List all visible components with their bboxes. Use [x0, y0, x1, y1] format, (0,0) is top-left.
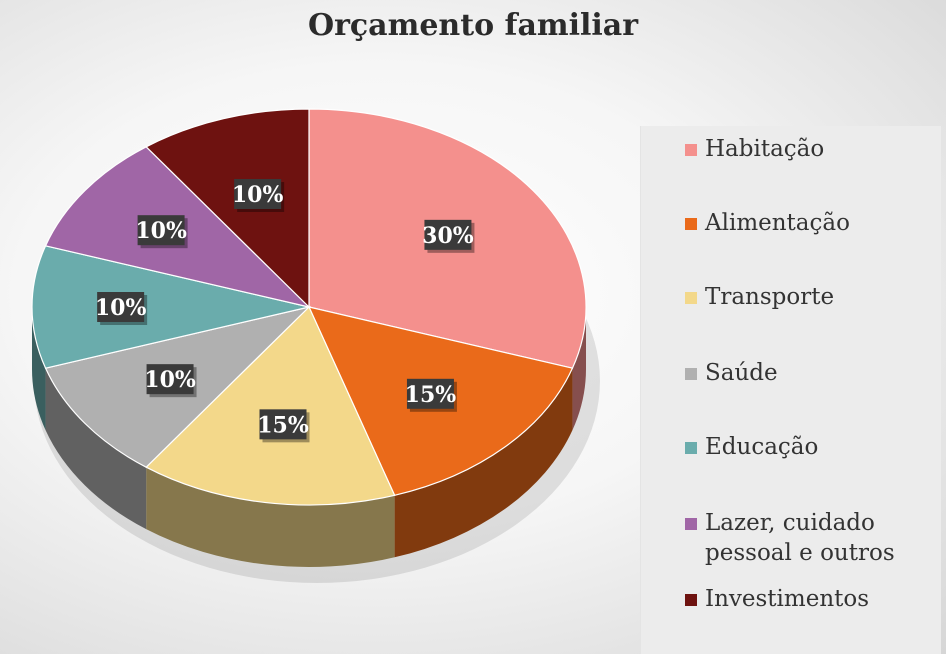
- legend-label: Lazer, cuidado pessoal e outros: [705, 510, 895, 566]
- legend-item-alimentacao: Alimentação: [685, 208, 935, 238]
- legend: Habitação Alimentação Transporte Saúde Educa…: [640, 126, 941, 654]
- data-label-habitacao: 30%: [422, 223, 474, 249]
- legend-swatch: [685, 442, 697, 454]
- legend-label: Habitação: [705, 136, 825, 162]
- legend-label: Investimentos: [705, 586, 870, 612]
- data-label-lazer: 10%: [135, 218, 187, 244]
- legend-label: Alimentação: [705, 210, 850, 236]
- data-label-alimentacao: 15%: [405, 382, 457, 408]
- data-label-box: [146, 364, 194, 395]
- pie-slice-transporte: [145, 305, 396, 506]
- legend-item-saude: Saúde: [685, 358, 935, 388]
- data-label-box: [97, 292, 145, 322]
- legend-item-educacao: Educação: [685, 432, 935, 462]
- legend-item-transporte: Transporte: [685, 282, 935, 312]
- legend-swatch: [685, 292, 697, 304]
- data-label-box: [424, 219, 472, 250]
- legend-swatch: [685, 594, 697, 606]
- data-label-transporte: 15%: [257, 412, 309, 438]
- legend-label: Educação: [705, 434, 819, 460]
- legend-label: Transporte: [705, 284, 835, 310]
- legend-swatch: [685, 218, 697, 230]
- data-label-educacao: 10%: [95, 295, 147, 321]
- pie-side-habitacao: [572, 307, 586, 431]
- pie-side-educacao: [32, 307, 46, 431]
- chart-title: Orçamento familiar: [307, 8, 639, 43]
- data-label-investimentos: 10%: [232, 182, 284, 208]
- legend-item-investimentos: Investimentos: [685, 584, 935, 614]
- data-label-box: [234, 179, 282, 210]
- legend-swatch: [685, 144, 697, 156]
- legend-swatch: [685, 518, 697, 530]
- pie-slice-educacao: [31, 245, 310, 369]
- data-label-saude: 10%: [144, 367, 196, 393]
- data-label-box: [259, 409, 307, 440]
- data-label-box: [406, 378, 454, 409]
- legend-item-lazer: Lazer, cuidado pessoal e outros: [685, 508, 935, 568]
- legend-label: Saúde: [705, 360, 778, 386]
- legend-swatch: [685, 368, 697, 380]
- legend-item-habitacao: Habitação: [685, 134, 935, 164]
- pie-side-alimentacao: [394, 368, 573, 558]
- pie-slice-investimentos: [145, 108, 310, 309]
- data-label-box: [137, 215, 185, 246]
